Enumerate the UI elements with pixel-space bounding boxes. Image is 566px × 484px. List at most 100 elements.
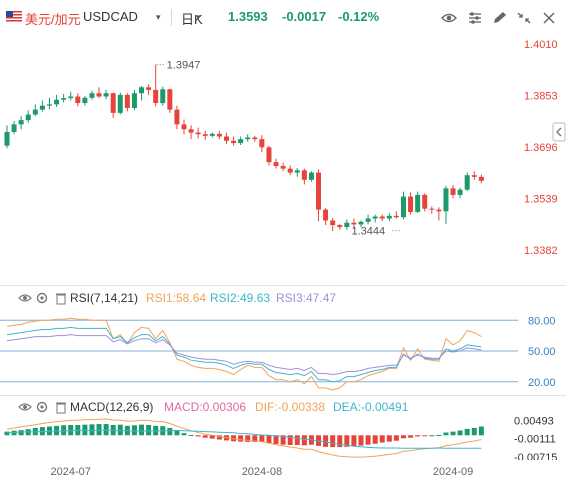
delete-icon[interactable] (54, 291, 68, 305)
candle-body (330, 220, 336, 226)
rsi2-value: RSI2:49.63 (210, 291, 271, 305)
settings-icon[interactable] (35, 291, 49, 305)
macd-histogram-bar (287, 435, 293, 445)
candle-body (301, 170, 307, 180)
macd-histogram-bar (117, 424, 123, 436)
candle-body (308, 172, 314, 180)
macd-histogram-bar (266, 435, 272, 444)
candle-body (181, 124, 187, 130)
candle-body (167, 89, 173, 110)
candle-body (408, 196, 414, 212)
candle-body (400, 196, 406, 218)
candle-body (54, 99, 60, 105)
candle-body (422, 194, 428, 209)
pair-dropdown-icon[interactable]: ▾ (156, 12, 161, 22)
macd-histogram-bar (408, 435, 414, 438)
sidebar-toggle-icon[interactable] (552, 122, 566, 142)
candlestick-chart[interactable]: 1.3947 1.3444 1.4010 1.3853 1.3696 1.3539 1.3… (0, 34, 566, 284)
sliders-icon[interactable] (466, 10, 484, 26)
macd-histogram-bar (174, 431, 180, 436)
candle-body (4, 131, 10, 146)
pen-icon[interactable] (491, 10, 509, 26)
date-tick-label: 2024-08 (242, 466, 282, 478)
rsi-panel-header: RSI(7,14,21) RSI1:58.64 RSI2:49.63 RSI3:… (0, 289, 566, 307)
candle-body (61, 98, 67, 100)
delete-icon[interactable] (54, 400, 68, 414)
timeframe-dropdown-icon[interactable]: ▾ (196, 12, 201, 22)
high-annotation: 1.3947 (167, 60, 201, 72)
candle-body (174, 109, 180, 125)
candle-body (464, 175, 470, 190)
candle-body (245, 137, 251, 140)
candle-body (75, 96, 81, 104)
candle-body (96, 93, 102, 97)
candle-body (11, 124, 17, 132)
timeframe-select[interactable]: 日K (181, 12, 203, 27)
macd-histogram-bar (457, 430, 463, 436)
macd-histogram-bar (131, 425, 137, 436)
close-icon[interactable] (540, 10, 558, 26)
pair-code[interactable]: USDCAD (83, 9, 138, 24)
price-change: -0.0017 (282, 9, 327, 24)
macd-histogram-bar (393, 435, 399, 441)
macd-histogram-bar (337, 435, 343, 448)
eye-icon[interactable] (18, 291, 32, 305)
price-tick-label: 1.4010 (524, 39, 558, 51)
macd-histogram-bar (330, 435, 336, 448)
macd-histogram-bar (68, 424, 74, 436)
macd-histogram-bar (429, 435, 435, 437)
candle-body (344, 222, 350, 228)
candle-body (153, 89, 159, 104)
candle-body (252, 137, 258, 140)
candle-body (351, 222, 357, 225)
eye-icon[interactable] (440, 10, 458, 26)
candle-body (82, 97, 88, 104)
eye-icon[interactable] (18, 400, 32, 414)
macd-histogram-bar (202, 435, 208, 438)
settings-icon[interactable] (35, 400, 49, 414)
price-tick-label: 1.3853 (524, 91, 558, 103)
candle-body (202, 134, 208, 136)
candle-body (273, 162, 279, 167)
candle-body (18, 120, 24, 125)
rsi-series-line (6, 317, 482, 391)
candle-body (32, 109, 38, 115)
candle-body (365, 218, 371, 222)
macd-tick-label: -0.00111 (514, 434, 556, 446)
candle-body (238, 139, 244, 144)
date-tick-label: 2024-07 (51, 466, 91, 478)
candle-body (337, 225, 343, 228)
macd-histogram-bar (294, 435, 300, 445)
macd-value: MACD:0.00306 (164, 400, 247, 414)
candle-body (124, 94, 130, 108)
panel-divider (0, 285, 566, 286)
macd-histogram-bar (96, 424, 102, 436)
candle-body (110, 93, 116, 113)
macd-histogram-bar (450, 431, 456, 436)
macd-tick-label: -0.00715 (514, 452, 557, 460)
macd-panel-header: MACD(12,26,9) MACD:0.00306 DIF:-0.00338 … (0, 398, 566, 416)
macd-histogram-bar (464, 428, 470, 436)
rsi-label: RSI(7,14,21) (70, 291, 139, 305)
last-price: 1.3593 (228, 9, 268, 24)
macd-histogram-bar (400, 435, 406, 439)
candle-body (216, 133, 222, 137)
collapse-icon[interactable] (515, 10, 533, 26)
pair-name-cn[interactable]: 美元/加元 (25, 12, 81, 27)
rsi-series-line (6, 334, 482, 376)
candle-body (415, 194, 421, 212)
macd-histogram-bar (372, 435, 378, 444)
candle-body (294, 170, 300, 173)
candle-body (429, 208, 435, 210)
macd-histogram-bar (280, 435, 286, 445)
date-tick-label: 2024-09 (433, 466, 473, 478)
macd-histogram-bar (209, 435, 215, 439)
candle-body (478, 176, 484, 181)
macd-chart[interactable]: 0.00493 -0.00111 -0.00715 (0, 416, 566, 460)
price-tick-label: 1.3382 (524, 245, 558, 257)
macd-histogram-bar (478, 426, 484, 436)
dea-value: DEA:-0.00491 (333, 400, 409, 414)
candle-body (287, 168, 293, 173)
candle-body (46, 104, 52, 106)
rsi-chart[interactable]: 80.00 50.00 20.00 (0, 306, 566, 394)
